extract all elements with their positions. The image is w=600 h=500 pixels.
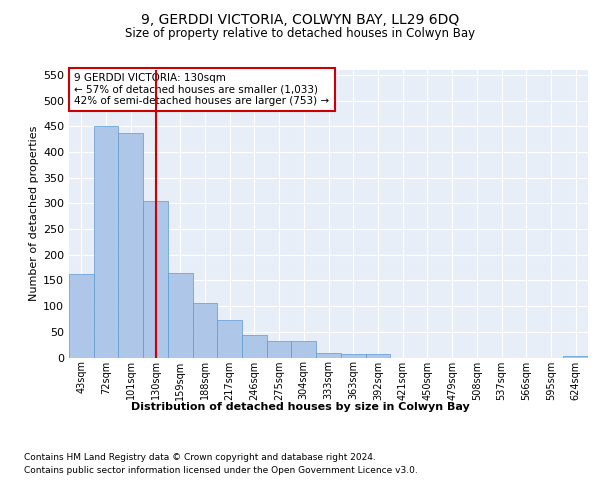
Bar [242,336,267,357]
Bar [143,201,168,358]
Bar [292,340,316,357]
Bar [69,274,94,357]
Bar [168,273,193,357]
Y-axis label: Number of detached properties: Number of detached properties [29,126,39,302]
Bar [316,353,341,358]
Bar [341,354,365,358]
Bar [563,356,588,358]
Text: 9, GERDDI VICTORIA, COLWYN BAY, LL29 6DQ: 9, GERDDI VICTORIA, COLWYN BAY, LL29 6DQ [141,12,459,26]
Bar [193,302,217,358]
Bar [94,126,118,358]
Text: Distribution of detached houses by size in Colwyn Bay: Distribution of detached houses by size … [131,402,469,412]
Bar [118,133,143,358]
Text: Contains public sector information licensed under the Open Government Licence v3: Contains public sector information licen… [24,466,418,475]
Bar [217,320,242,358]
Text: Size of property relative to detached houses in Colwyn Bay: Size of property relative to detached ho… [125,28,475,40]
Text: Contains HM Land Registry data © Crown copyright and database right 2024.: Contains HM Land Registry data © Crown c… [24,452,376,462]
Text: 9 GERDDI VICTORIA: 130sqm
← 57% of detached houses are smaller (1,033)
42% of se: 9 GERDDI VICTORIA: 130sqm ← 57% of detac… [74,73,329,106]
Bar [267,340,292,357]
Bar [365,354,390,358]
